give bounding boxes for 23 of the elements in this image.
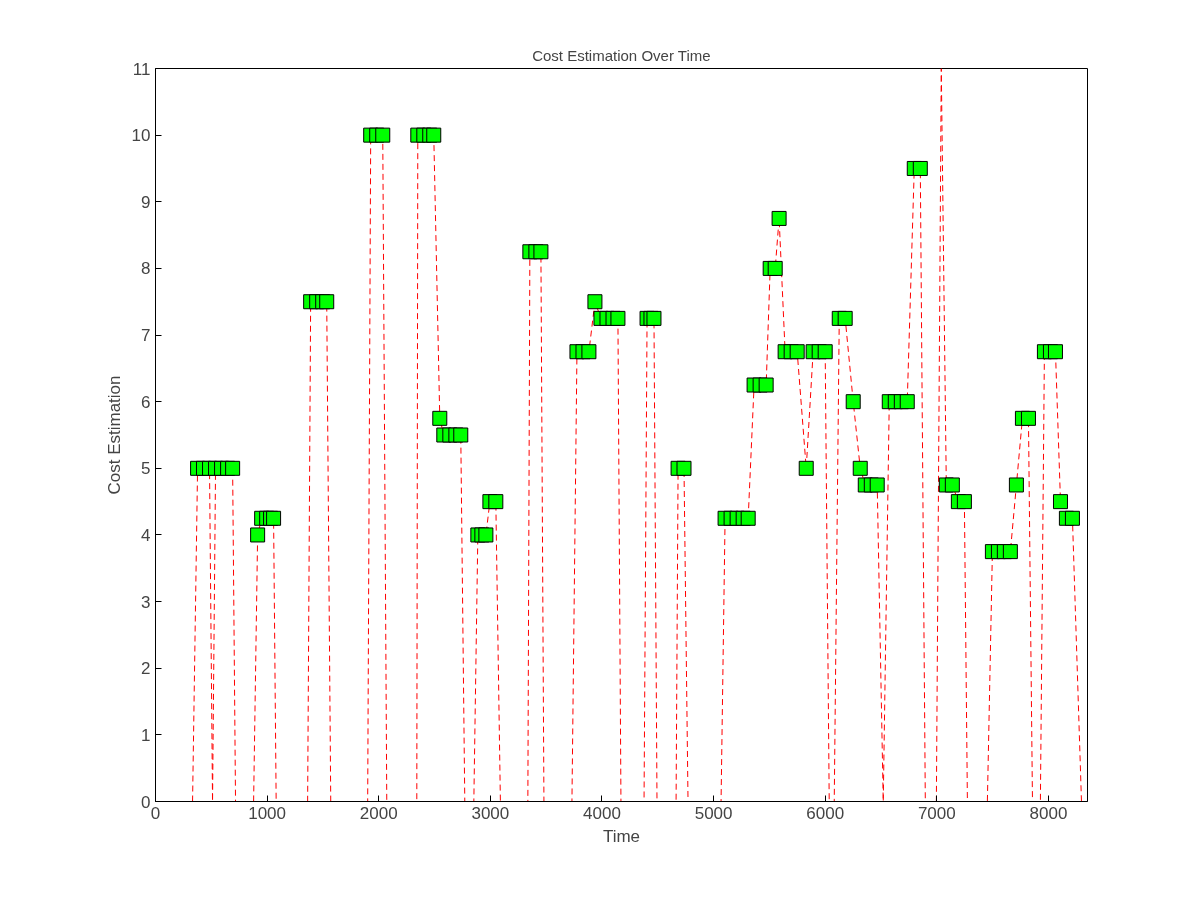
y-tick-label: 6 [141,392,151,412]
y-tick-label: 2 [141,659,151,679]
y-tick-label: 4 [141,525,151,545]
y-tick-label: 1 [141,725,151,745]
x-tick-label: 5000 [694,803,733,823]
x-tick-label: 2000 [359,803,398,823]
x-tick-label: 3000 [471,803,510,823]
y-tick-label: 7 [141,326,151,346]
y-tick-label: 3 [141,592,151,612]
chart-title: Cost Estimation Over Time [532,46,711,64]
y-tick-label: 5 [141,459,151,479]
y-tick-label: 10 [131,126,151,146]
y-tick-label: 8 [141,259,151,279]
y-axis-title: Cost Estimation [104,375,124,495]
y-tick-label: 11 [132,59,151,79]
x-tick-label: 7000 [917,803,956,823]
y-tick-label: 9 [141,192,151,212]
x-axis-title: Time [602,826,641,846]
x-tick-label: 4000 [583,803,621,823]
x-tick-label: 1000 [248,803,287,823]
x-tick-label: 8000 [1029,803,1068,823]
line-series [192,68,1082,802]
x-tick-label: 6000 [806,803,845,823]
